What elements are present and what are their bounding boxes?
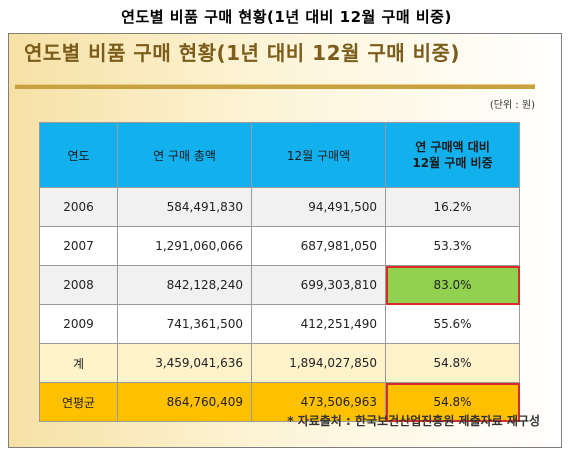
purchase-table: 연도 연 구매 총액 12월 구매액 연 구매액 대비 12월 구매 비중 20… <box>39 122 520 422</box>
cell-december-amount: 1,894,027,850 <box>251 343 386 383</box>
source-note: * 자료출처 : 한국보건산업진흥원 제출자료 재구성 <box>287 414 540 428</box>
cell-year: 연평균 <box>39 382 118 422</box>
cell-year: 2008 <box>39 265 118 305</box>
cell-year: 2006 <box>39 187 118 227</box>
header-ratio-line2: 12월 구매 비중 <box>412 156 493 170</box>
table-row-total: 계 3,459,041,636 1,894,027,850 54.8% <box>39 343 520 383</box>
cell-december-amount: 94,491,500 <box>251 187 386 227</box>
cell-december-amount: 699,303,810 <box>251 265 386 305</box>
table-row: 2007 1,291,060,066 687,981,050 53.3% <box>39 226 520 266</box>
cell-year: 계 <box>39 343 118 383</box>
header-ratio-line1: 연 구매액 대비 <box>415 140 490 154</box>
cell-ratio: 53.3% <box>385 226 520 266</box>
page-title: 연도별 비품 구매 현황(1년 대비 12월 구매 비중) <box>121 8 452 26</box>
title-underline <box>15 84 535 89</box>
table-row: 2008 842,128,240 699,303,810 83.0% <box>39 265 520 305</box>
cell-ratio-highlight: 54.8% <box>385 382 520 422</box>
cell-ratio: 54.8% <box>385 343 520 383</box>
cell-december-amount: 687,981,050 <box>251 226 386 266</box>
cell-ratio: 55.6% <box>385 304 520 344</box>
unit-label: (단위 : 원) <box>489 100 535 111</box>
slide-title: 연도별 비품 구매 현황(1년 대비 12월 구매 비중) <box>24 41 461 65</box>
header-year: 연도 <box>39 122 118 188</box>
table-row-average: 연평균 864,760,409 473,506,963 54.8% <box>39 382 520 422</box>
header-december-amount: 12월 구매액 <box>251 122 386 188</box>
cell-annual-total: 3,459,041,636 <box>117 343 252 383</box>
cell-annual-total: 741,361,500 <box>117 304 252 344</box>
cell-december-amount: 473,506,963 <box>251 382 386 422</box>
cell-annual-total: 842,128,240 <box>117 265 252 305</box>
cell-ratio: 16.2% <box>385 187 520 227</box>
cell-annual-total: 1,291,060,066 <box>117 226 252 266</box>
table-row: 2006 584,491,830 94,491,500 16.2% <box>39 187 520 227</box>
table-row: 2009 741,361,500 412,251,490 55.6% <box>39 304 520 344</box>
cell-ratio-highlight: 83.0% <box>385 265 520 305</box>
table-header-row: 연도 연 구매 총액 12월 구매액 연 구매액 대비 12월 구매 비중 <box>39 122 520 188</box>
cell-year: 2007 <box>39 226 118 266</box>
cell-year: 2009 <box>39 304 118 344</box>
cell-annual-total: 864,760,409 <box>117 382 252 422</box>
header-december-ratio: 연 구매액 대비 12월 구매 비중 <box>385 122 520 188</box>
cell-annual-total: 584,491,830 <box>117 187 252 227</box>
header-annual-total: 연 구매 총액 <box>117 122 252 188</box>
cell-december-amount: 412,251,490 <box>251 304 386 344</box>
